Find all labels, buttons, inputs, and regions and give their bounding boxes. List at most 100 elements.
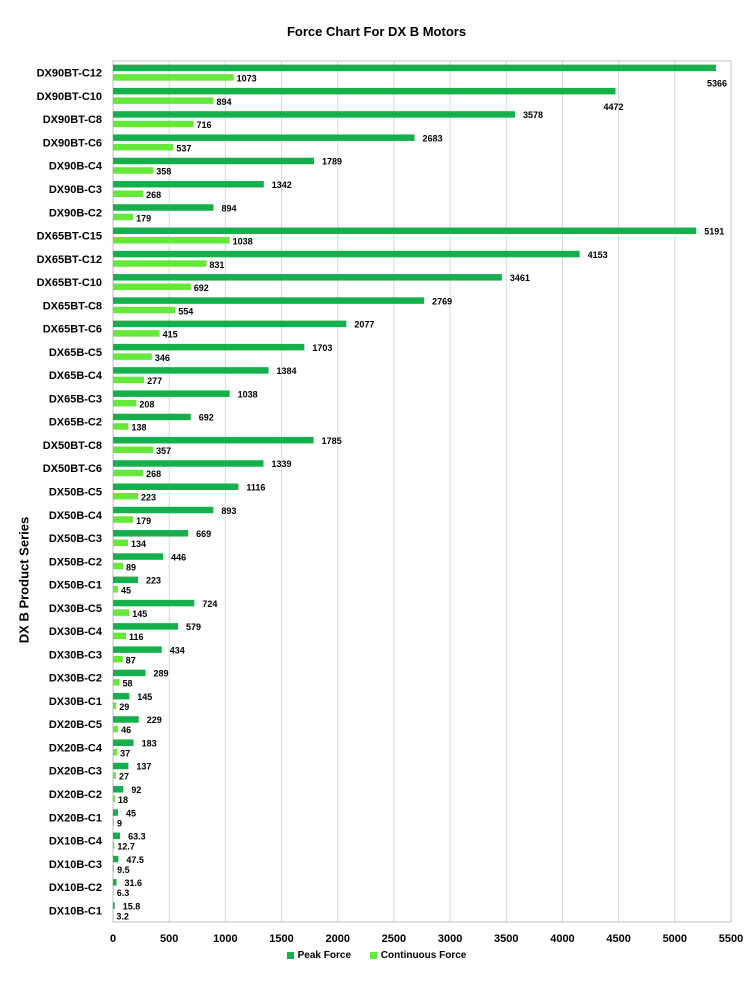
- legend-label-continuous: Continuous Force: [380, 950, 467, 961]
- category-label: DX50BT-C6: [43, 463, 102, 475]
- data-label-peak: 1116: [246, 483, 265, 493]
- bar-continuous: [113, 237, 230, 244]
- data-label-continuous: 87: [126, 655, 136, 665]
- x-tick-label: 2000: [325, 933, 349, 945]
- data-label-peak: 692: [199, 413, 214, 423]
- bar-continuous: [113, 679, 120, 686]
- data-label-peak: 92: [131, 785, 141, 795]
- data-label-peak: 47.5: [126, 855, 144, 865]
- bar-continuous: [113, 842, 115, 849]
- data-label-continuous: 58: [123, 679, 133, 689]
- legend: Peak Force Continuous Force: [0, 950, 753, 962]
- bar-peak: [113, 111, 516, 118]
- x-tick-label: 5500: [719, 933, 743, 945]
- x-tick-label: 1000: [213, 933, 237, 945]
- legend-swatch-peak: [286, 952, 294, 959]
- data-label-peak: 1342: [272, 180, 292, 190]
- data-label-continuous: 268: [146, 190, 161, 200]
- data-label-continuous: 179: [136, 516, 151, 526]
- bar-continuous: [113, 469, 144, 477]
- chart-title: Force Chart For DX B Motors: [286, 24, 467, 39]
- data-label-continuous: 894: [216, 97, 231, 107]
- bar-continuous: [113, 888, 114, 896]
- data-label-peak: 2769: [432, 296, 452, 306]
- bar-peak: [113, 553, 164, 560]
- data-label-continuous: 9: [117, 818, 122, 828]
- data-label-peak: 229: [147, 715, 162, 725]
- bar-peak: [113, 692, 130, 700]
- bar-continuous: [113, 748, 118, 756]
- bar-peak: [113, 530, 189, 537]
- category-label: DX50B-C3: [49, 533, 102, 545]
- data-label-continuous: 208: [139, 399, 154, 409]
- bar-peak: [113, 483, 239, 490]
- bar-continuous: [113, 399, 137, 407]
- category-label: DX65BT-C6: [43, 324, 102, 336]
- bar-continuous: [113, 376, 145, 384]
- category-label: DX30B-C2: [49, 673, 102, 685]
- data-label-peak: 223: [146, 576, 161, 586]
- data-label-continuous: 346: [155, 353, 170, 363]
- data-label-continuous: 831: [209, 260, 224, 270]
- bar-peak: [113, 739, 134, 746]
- bar-peak: [113, 576, 139, 584]
- bar-peak: [113, 646, 162, 653]
- data-label-continuous: 537: [176, 143, 191, 153]
- data-label-continuous: 6.3: [117, 888, 130, 898]
- category-label: DX90B-C2: [49, 207, 102, 219]
- bar-peak: [113, 87, 616, 95]
- data-label-peak: 2077: [354, 320, 374, 330]
- data-label-continuous: 716: [196, 120, 211, 130]
- data-label-continuous: 145: [132, 609, 147, 619]
- bar-continuous: [113, 655, 123, 663]
- bar-continuous: [113, 632, 127, 640]
- data-label-continuous: 358: [156, 167, 171, 177]
- data-label-continuous: 554: [178, 306, 193, 316]
- data-label-peak: 1038: [238, 389, 258, 399]
- bar-peak: [113, 157, 315, 165]
- category-label: DX65B-C5: [49, 347, 102, 359]
- category-label: DX10B-C3: [49, 859, 102, 871]
- data-label-peak: 5191: [704, 227, 724, 237]
- bar-continuous: [113, 306, 176, 314]
- bar-peak: [113, 227, 697, 235]
- bar-continuous: [113, 446, 154, 453]
- bar-continuous: [113, 260, 207, 267]
- data-label-continuous: 29: [119, 702, 129, 712]
- data-label-continuous: 37: [120, 748, 130, 758]
- category-label: DX10B-C1: [49, 905, 102, 917]
- data-label-continuous: 1073: [237, 74, 257, 84]
- category-label: DX30B-C1: [49, 696, 102, 708]
- bar-continuous: [113, 539, 129, 547]
- data-label-continuous: 3.2: [116, 911, 129, 921]
- data-label-peak: 1339: [271, 459, 291, 469]
- category-label: DX90B-C3: [49, 184, 102, 196]
- data-label-peak: 1789: [322, 157, 342, 167]
- data-label-continuous: 1038: [233, 237, 253, 247]
- bar-peak: [113, 390, 230, 397]
- bar-peak: [113, 902, 115, 909]
- data-label-peak: 145: [137, 692, 152, 702]
- category-label: DX30B-C4: [49, 626, 103, 638]
- bar-peak: [113, 413, 191, 421]
- bar-continuous: [113, 423, 129, 430]
- data-label-continuous: 27: [119, 772, 129, 782]
- data-label-peak: 4153: [588, 250, 608, 260]
- data-label-continuous: 9.5: [117, 865, 130, 875]
- category-label: DX90BT-C10: [37, 91, 102, 103]
- category-label: DX20B-C4: [49, 742, 103, 754]
- category-label: DX50B-C2: [49, 556, 102, 568]
- legend-item-peak: Peak Force: [286, 950, 351, 961]
- bar-peak: [113, 64, 716, 72]
- bar-continuous: [113, 586, 119, 593]
- bar-continuous: [113, 74, 234, 81]
- bar-peak: [113, 297, 425, 304]
- data-label-peak: 63.3: [128, 832, 146, 842]
- bar-peak: [113, 669, 146, 677]
- x-tick-label: 3500: [494, 933, 518, 945]
- x-tick-label: 500: [160, 933, 178, 945]
- data-label-continuous: 692: [194, 283, 209, 293]
- bar-continuous: [113, 795, 116, 803]
- data-label-continuous: 277: [147, 376, 162, 386]
- bar-continuous: [113, 702, 117, 709]
